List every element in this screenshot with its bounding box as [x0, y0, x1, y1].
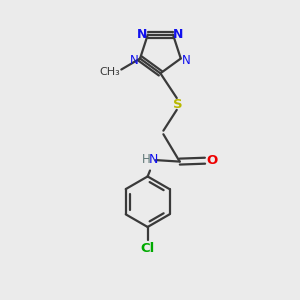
Text: N: N: [137, 28, 148, 40]
Text: N: N: [130, 53, 139, 67]
Text: N: N: [149, 153, 159, 166]
Text: N: N: [173, 28, 184, 40]
Text: CH₃: CH₃: [99, 68, 120, 77]
Text: S: S: [172, 98, 182, 111]
Text: Cl: Cl: [140, 242, 155, 255]
Text: H: H: [142, 153, 151, 166]
Text: O: O: [206, 154, 217, 167]
Text: N: N: [182, 53, 190, 67]
